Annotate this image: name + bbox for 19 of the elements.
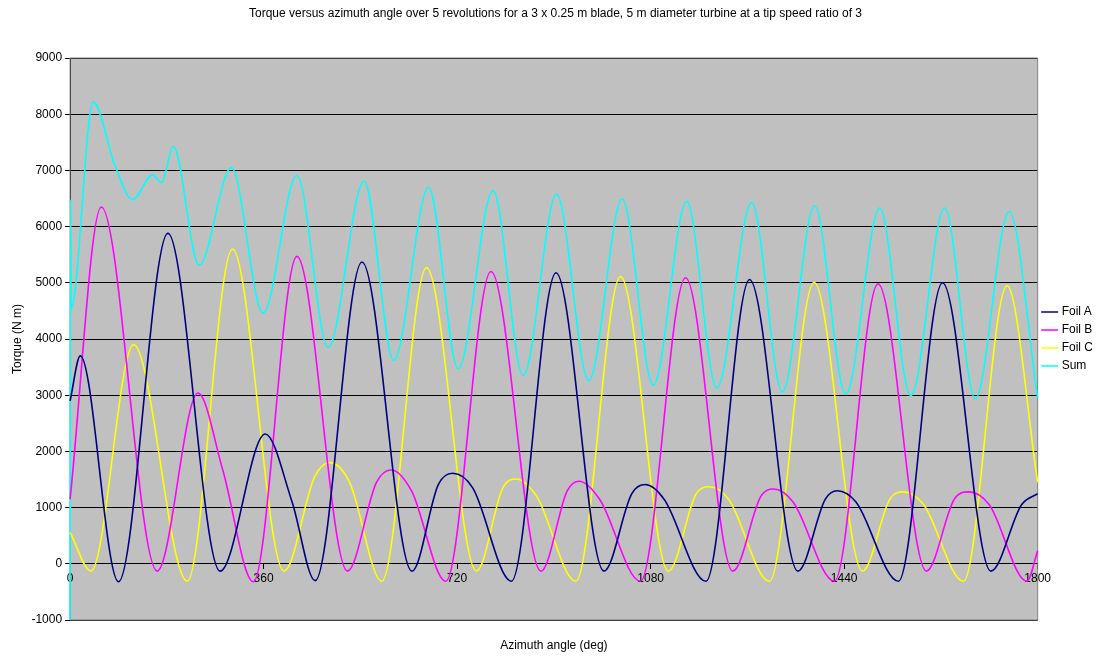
y-tick-label: 5000 xyxy=(35,275,63,290)
y-tick-label: 4000 xyxy=(35,331,63,346)
legend-label: Sum xyxy=(1061,358,1087,373)
x-tick-label: 720 xyxy=(447,571,468,586)
y-tick-label: 1000 xyxy=(35,499,63,514)
legend-label: Foil C xyxy=(1061,340,1094,355)
y-tick-label: 3000 xyxy=(35,387,63,402)
legend-label: Foil A xyxy=(1061,304,1092,319)
y-tick-label: -1000 xyxy=(31,612,63,627)
legend-label: Foil B xyxy=(1061,322,1093,337)
chart-title: Torque versus azimuth angle over 5 revolutions for a 3 x 0.25 m blade, 5 m diameter turbine at a tip speed ratio of 3 xyxy=(248,6,863,21)
y-axis-title: Torque (N m) xyxy=(9,303,24,375)
y-tick-label: 6000 xyxy=(35,218,63,233)
y-tick-label: 8000 xyxy=(35,106,63,121)
y-tick-label: 7000 xyxy=(35,162,63,177)
y-tick-label: 2000 xyxy=(35,443,63,458)
y-tick-label: 9000 xyxy=(35,50,63,65)
x-axis-title: Azimuth angle (deg) xyxy=(500,638,608,653)
y-tick-label: 0 xyxy=(55,556,63,571)
